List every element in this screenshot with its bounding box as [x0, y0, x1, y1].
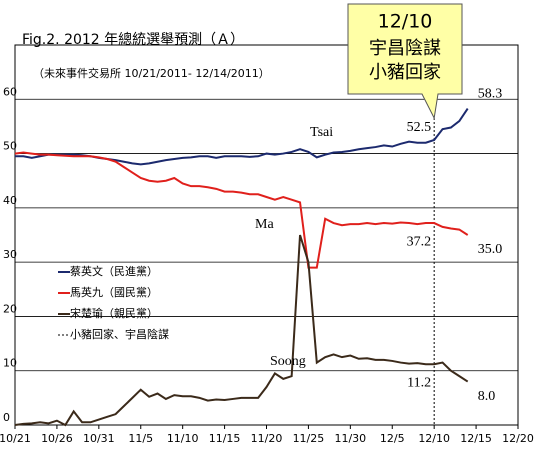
legend-label: 小豬回家、宇昌陰謀: [70, 327, 169, 341]
x-tick-label: 10/31: [83, 432, 115, 445]
value-label: 11.2: [407, 375, 431, 390]
y-tick-label: 50: [3, 140, 17, 153]
series-label: Tsai: [310, 125, 333, 140]
chart-title: Fig.2. 2012 年總統選舉預測（Ａ）: [22, 31, 244, 48]
x-tick-label: 11/10: [167, 432, 199, 445]
x-tick-label: 12/10: [418, 432, 450, 445]
x-tick-label: 11/30: [334, 432, 366, 445]
series-label: Ma: [255, 217, 274, 232]
y-tick-label: 60: [3, 85, 17, 98]
x-tick-label: 11/5: [128, 432, 153, 445]
value-label: 35.0: [478, 242, 503, 257]
x-tick-label: 11/25: [293, 432, 325, 445]
plot-frame: [14, 44, 519, 426]
y-tick-label: 0: [3, 411, 10, 424]
legend-label: 宋楚瑜（親民黨）: [70, 306, 158, 320]
value-label: 52.5: [407, 120, 432, 135]
x-tick-label: 12/5: [380, 432, 405, 445]
x-tick-label: 12/20: [502, 432, 534, 445]
callout-line: 小豬回家: [369, 62, 441, 83]
value-label: 58.3: [478, 87, 503, 102]
callout-line: 宇昌陰謀: [369, 38, 441, 59]
x-tick-label: 10/26: [41, 432, 73, 445]
x-tick-label: 11/20: [251, 432, 283, 445]
y-tick-label: 10: [3, 357, 17, 370]
value-label: 37.2: [407, 234, 432, 249]
value-label: 8.0: [478, 389, 496, 404]
y-tick-label: 30: [3, 248, 17, 261]
y-tick-label: 40: [3, 194, 17, 207]
y-tick-label: 20: [3, 302, 17, 315]
legend-label: 馬英九（國民黨）: [70, 285, 158, 299]
series-label: Soong: [270, 354, 306, 369]
callout-box: [347, 3, 463, 120]
legend-label: 蔡英文（民進黨）: [70, 264, 158, 278]
x-tick-label: 10/21: [0, 432, 31, 445]
callout-line: 12/10: [378, 11, 433, 33]
series-line: [14, 234, 469, 427]
x-tick-label: 12/15: [460, 432, 492, 445]
series-line: [14, 151, 469, 269]
chart-subtitle: （未來事件交易所 10/21/2011- 12/14/2011）: [33, 66, 270, 80]
x-tick-label: 11/15: [209, 432, 241, 445]
